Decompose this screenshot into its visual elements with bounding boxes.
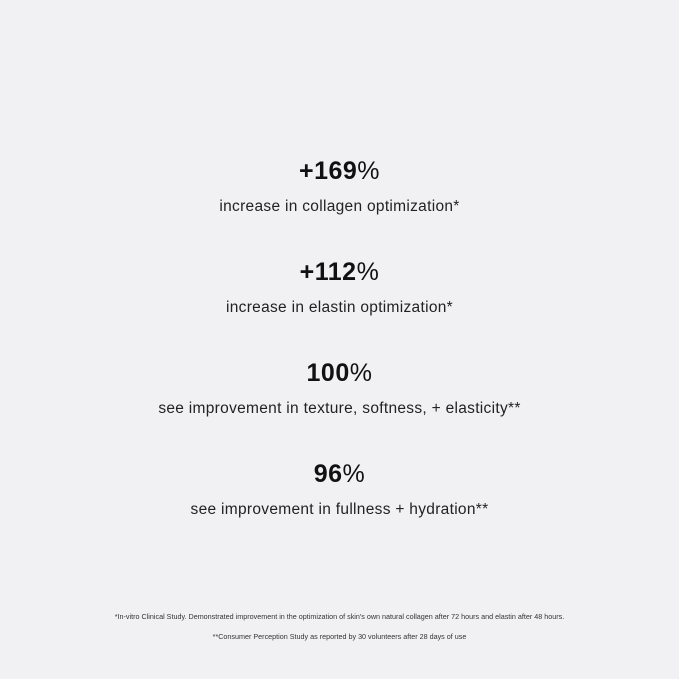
stat-unit: % bbox=[357, 157, 381, 185]
stat-unit: % bbox=[356, 258, 380, 286]
stat-collagen: +169% increase in collagen optimization* bbox=[0, 156, 679, 217]
stat-hydration: 96% see improvement in fullness + hydrat… bbox=[0, 459, 679, 520]
stat-value: +112% bbox=[0, 257, 679, 287]
footnote-consumer: **Consumer Perception Study as reported … bbox=[212, 632, 467, 641]
stat-value: 100% bbox=[0, 358, 679, 388]
stat-elastin: +112% increase in elastin optimization* bbox=[0, 257, 679, 318]
stat-number: 96 bbox=[313, 460, 343, 488]
stat-value: 96% bbox=[0, 459, 679, 489]
stat-label: see improvement in texture, softness, + … bbox=[158, 400, 521, 417]
footnote-clinical: *In-vitro Clinical Study. Demonstrated i… bbox=[114, 612, 565, 621]
stat-unit: % bbox=[342, 460, 366, 488]
stat-label: increase in collagen optimization* bbox=[219, 198, 460, 215]
stat-label: increase in elastin optimization* bbox=[225, 299, 453, 316]
stat-number: 100 bbox=[306, 359, 350, 387]
stat-texture: 100% see improvement in texture, softnes… bbox=[0, 358, 679, 419]
stat-number: +112 bbox=[299, 258, 357, 286]
stat-label: see improvement in fullness + hydration*… bbox=[190, 501, 489, 518]
stat-unit: % bbox=[349, 359, 373, 387]
stat-number: +169 bbox=[298, 157, 358, 185]
stat-value: +169% bbox=[0, 156, 679, 186]
